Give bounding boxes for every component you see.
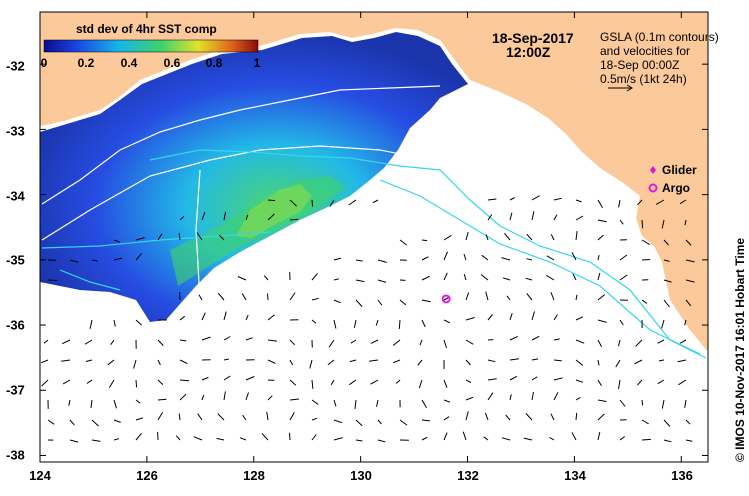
colorbar-title: std dev of 4hr SST comp xyxy=(76,22,217,36)
imos-credit: © IMOS 10-Nov-2017 16:01 Hobart Time xyxy=(733,237,747,462)
x-tick-label: 126 xyxy=(136,468,158,483)
y-tick-label: -37 xyxy=(6,382,25,398)
colorbar-tick: 0.6 xyxy=(163,56,181,70)
x-tick-label: 134 xyxy=(564,468,586,483)
sst-swath xyxy=(40,32,468,322)
x-tick-label: 124 xyxy=(29,468,51,483)
y-tick-label: -36 xyxy=(6,317,25,333)
velocity-scale-arrow xyxy=(608,84,633,92)
y-tick-label: -38 xyxy=(6,447,25,463)
y-tick-label: -33 xyxy=(6,123,25,139)
y-tick-label: -35 xyxy=(6,252,25,268)
gsla-note-line1: GSLA (0.1m contours) xyxy=(600,30,719,44)
argo-float-marker[interactable] xyxy=(441,294,451,304)
x-tick-label: 128 xyxy=(243,468,265,483)
colorbar xyxy=(43,39,259,53)
axis-ticks xyxy=(39,12,708,462)
sst-green-band xyxy=(170,176,346,286)
velocity-arrows xyxy=(41,195,695,443)
y-tick-label: -32 xyxy=(6,58,25,74)
argo-legend-label: Argo xyxy=(662,181,690,195)
y-tick-label: -34 xyxy=(6,188,25,204)
gsla-contours-white xyxy=(41,85,441,301)
colorbar-tick: 1 xyxy=(253,56,261,70)
land-mass xyxy=(40,12,708,352)
colorbar-tick: 0.2 xyxy=(77,56,95,70)
map-time: 12:00Z xyxy=(506,44,551,60)
glider-legend-label: Glider xyxy=(662,163,697,177)
colorbar-tick: 0.4 xyxy=(120,56,138,70)
map-date: 18-Sep-2017 xyxy=(492,30,574,46)
colorbar-tick: 0.8 xyxy=(205,56,223,70)
plot-border xyxy=(39,11,709,463)
argo-legend-icon xyxy=(648,183,658,193)
velocity-scale-label: 0.5m/s (1kt 24h) xyxy=(600,72,687,86)
x-tick-label: 136 xyxy=(671,468,693,483)
gsla-note-line3: 18-Sep 00:00Z xyxy=(600,58,680,72)
gsla-note-line2: and velocities for xyxy=(600,44,691,58)
x-tick-label: 132 xyxy=(457,468,479,483)
x-tick-label: 130 xyxy=(350,468,372,483)
colorbar-tick: 0 xyxy=(40,56,48,70)
glider-legend-icon xyxy=(650,166,656,174)
